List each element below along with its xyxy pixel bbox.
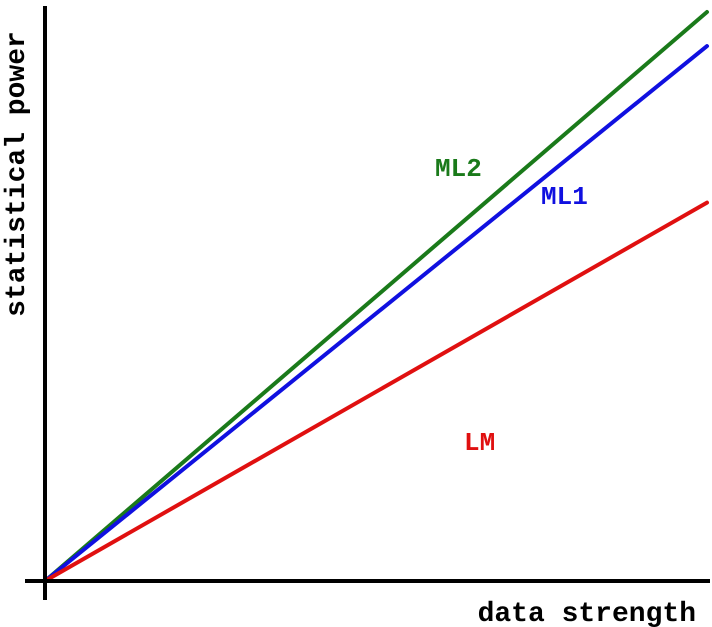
series-label-ml1: ML1 bbox=[541, 182, 588, 212]
series-line-ml2 bbox=[43, 10, 709, 583]
series-layer bbox=[43, 10, 709, 583]
y-axis-label: statistical power bbox=[2, 31, 33, 317]
x-axis-label: data strength bbox=[478, 599, 696, 627]
series-line-lm bbox=[43, 200, 709, 583]
series-label-layer: ML2 ML1 LM bbox=[435, 154, 588, 458]
series-label-ml2: ML2 bbox=[435, 154, 482, 184]
series-line-ml1 bbox=[43, 44, 709, 583]
series-label-lm: LM bbox=[464, 428, 495, 458]
